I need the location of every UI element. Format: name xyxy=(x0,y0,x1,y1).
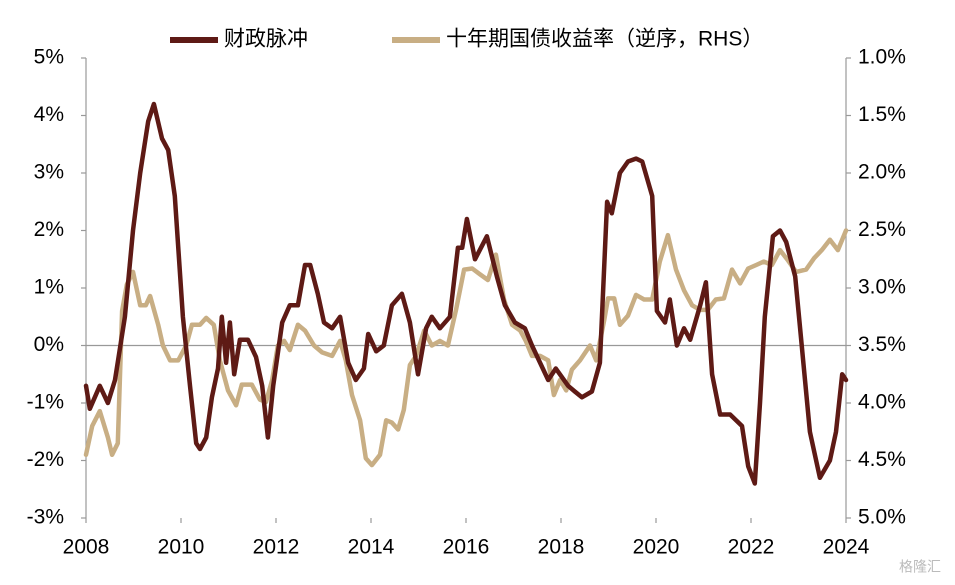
series-line xyxy=(83,228,849,468)
y-tick-label: -3% xyxy=(27,506,64,529)
x-tick-label: 2008 xyxy=(63,536,110,559)
watermark: 格隆汇 xyxy=(899,559,941,575)
y-tick-label: 4% xyxy=(34,103,64,126)
x-tick-label: 2018 xyxy=(538,536,585,559)
y2-tick-label: 4.5% xyxy=(858,448,906,471)
y-tick-label: 0% xyxy=(34,333,64,356)
legend-label: 十年期国债收益率（逆序，RHS） xyxy=(446,28,763,51)
x-tick-label: 2016 xyxy=(443,536,490,559)
x-tick-label: 2022 xyxy=(728,536,775,559)
x-tick-label: 2010 xyxy=(158,536,205,559)
x-tick-label: 2012 xyxy=(253,536,300,559)
y2-tick-label: 1.5% xyxy=(858,103,906,126)
y-tick-label: 2% xyxy=(34,218,64,241)
y-tick-label: 3% xyxy=(34,161,64,184)
y2-tick-label: 3.0% xyxy=(858,276,906,299)
y-tick-label: -1% xyxy=(27,391,64,414)
y2-tick-label: 1.0% xyxy=(858,46,906,69)
x-tick-label: 2014 xyxy=(348,536,395,559)
y2-tick-label: 5.0% xyxy=(858,506,906,529)
y-tick-label: -2% xyxy=(27,448,64,471)
y2-tick-label: 4.0% xyxy=(858,391,906,414)
series-line xyxy=(83,101,849,486)
y2-tick-label: 2.5% xyxy=(858,218,906,241)
y2-tick-label: 3.5% xyxy=(858,333,906,356)
y-tick-label: 1% xyxy=(34,276,64,299)
y-tick-label: 5% xyxy=(34,46,64,69)
legend-label: 财政脉冲 xyxy=(224,28,308,51)
x-tick-label: 2024 xyxy=(823,536,870,559)
x-tick-label: 2020 xyxy=(633,536,680,559)
y2-tick-label: 2.0% xyxy=(858,161,906,184)
